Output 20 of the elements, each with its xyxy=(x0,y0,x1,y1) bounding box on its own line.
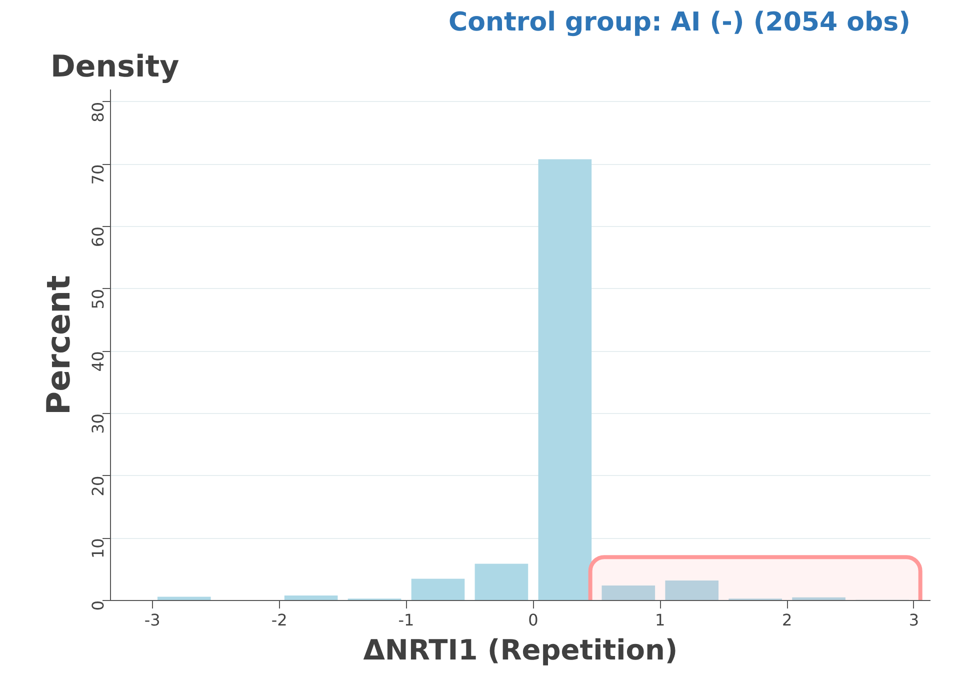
x-tick-label: -3 xyxy=(144,610,160,630)
y-tick-label: 40 xyxy=(88,351,108,372)
x-tick-label: 3 xyxy=(908,610,920,630)
x-axis-title: ΔNRTI1 (Repetition) xyxy=(363,634,678,666)
y-tick-label: 70 xyxy=(88,164,108,185)
y-axis-title: Percent xyxy=(40,275,78,415)
x-tick-label: 2 xyxy=(782,610,792,630)
y-tick-label: 20 xyxy=(88,476,108,496)
x-tick-label: 0 xyxy=(528,610,538,630)
y-tick-label: 30 xyxy=(88,414,108,434)
y-tick-label: 0 xyxy=(88,600,108,611)
x-tick-label: -1 xyxy=(398,610,414,630)
y-tick-label: 80 xyxy=(88,102,108,122)
chart-title: Control group: AI (-) (2054 obs) xyxy=(448,8,910,38)
x-tick-label: -2 xyxy=(271,610,288,630)
y-tick-label: 60 xyxy=(88,226,108,247)
text: Density xyxy=(50,50,180,84)
y-tick-label: 10 xyxy=(88,538,108,559)
x-tick-label: 1 xyxy=(655,610,666,630)
y-tick-label: 50 xyxy=(88,288,108,310)
